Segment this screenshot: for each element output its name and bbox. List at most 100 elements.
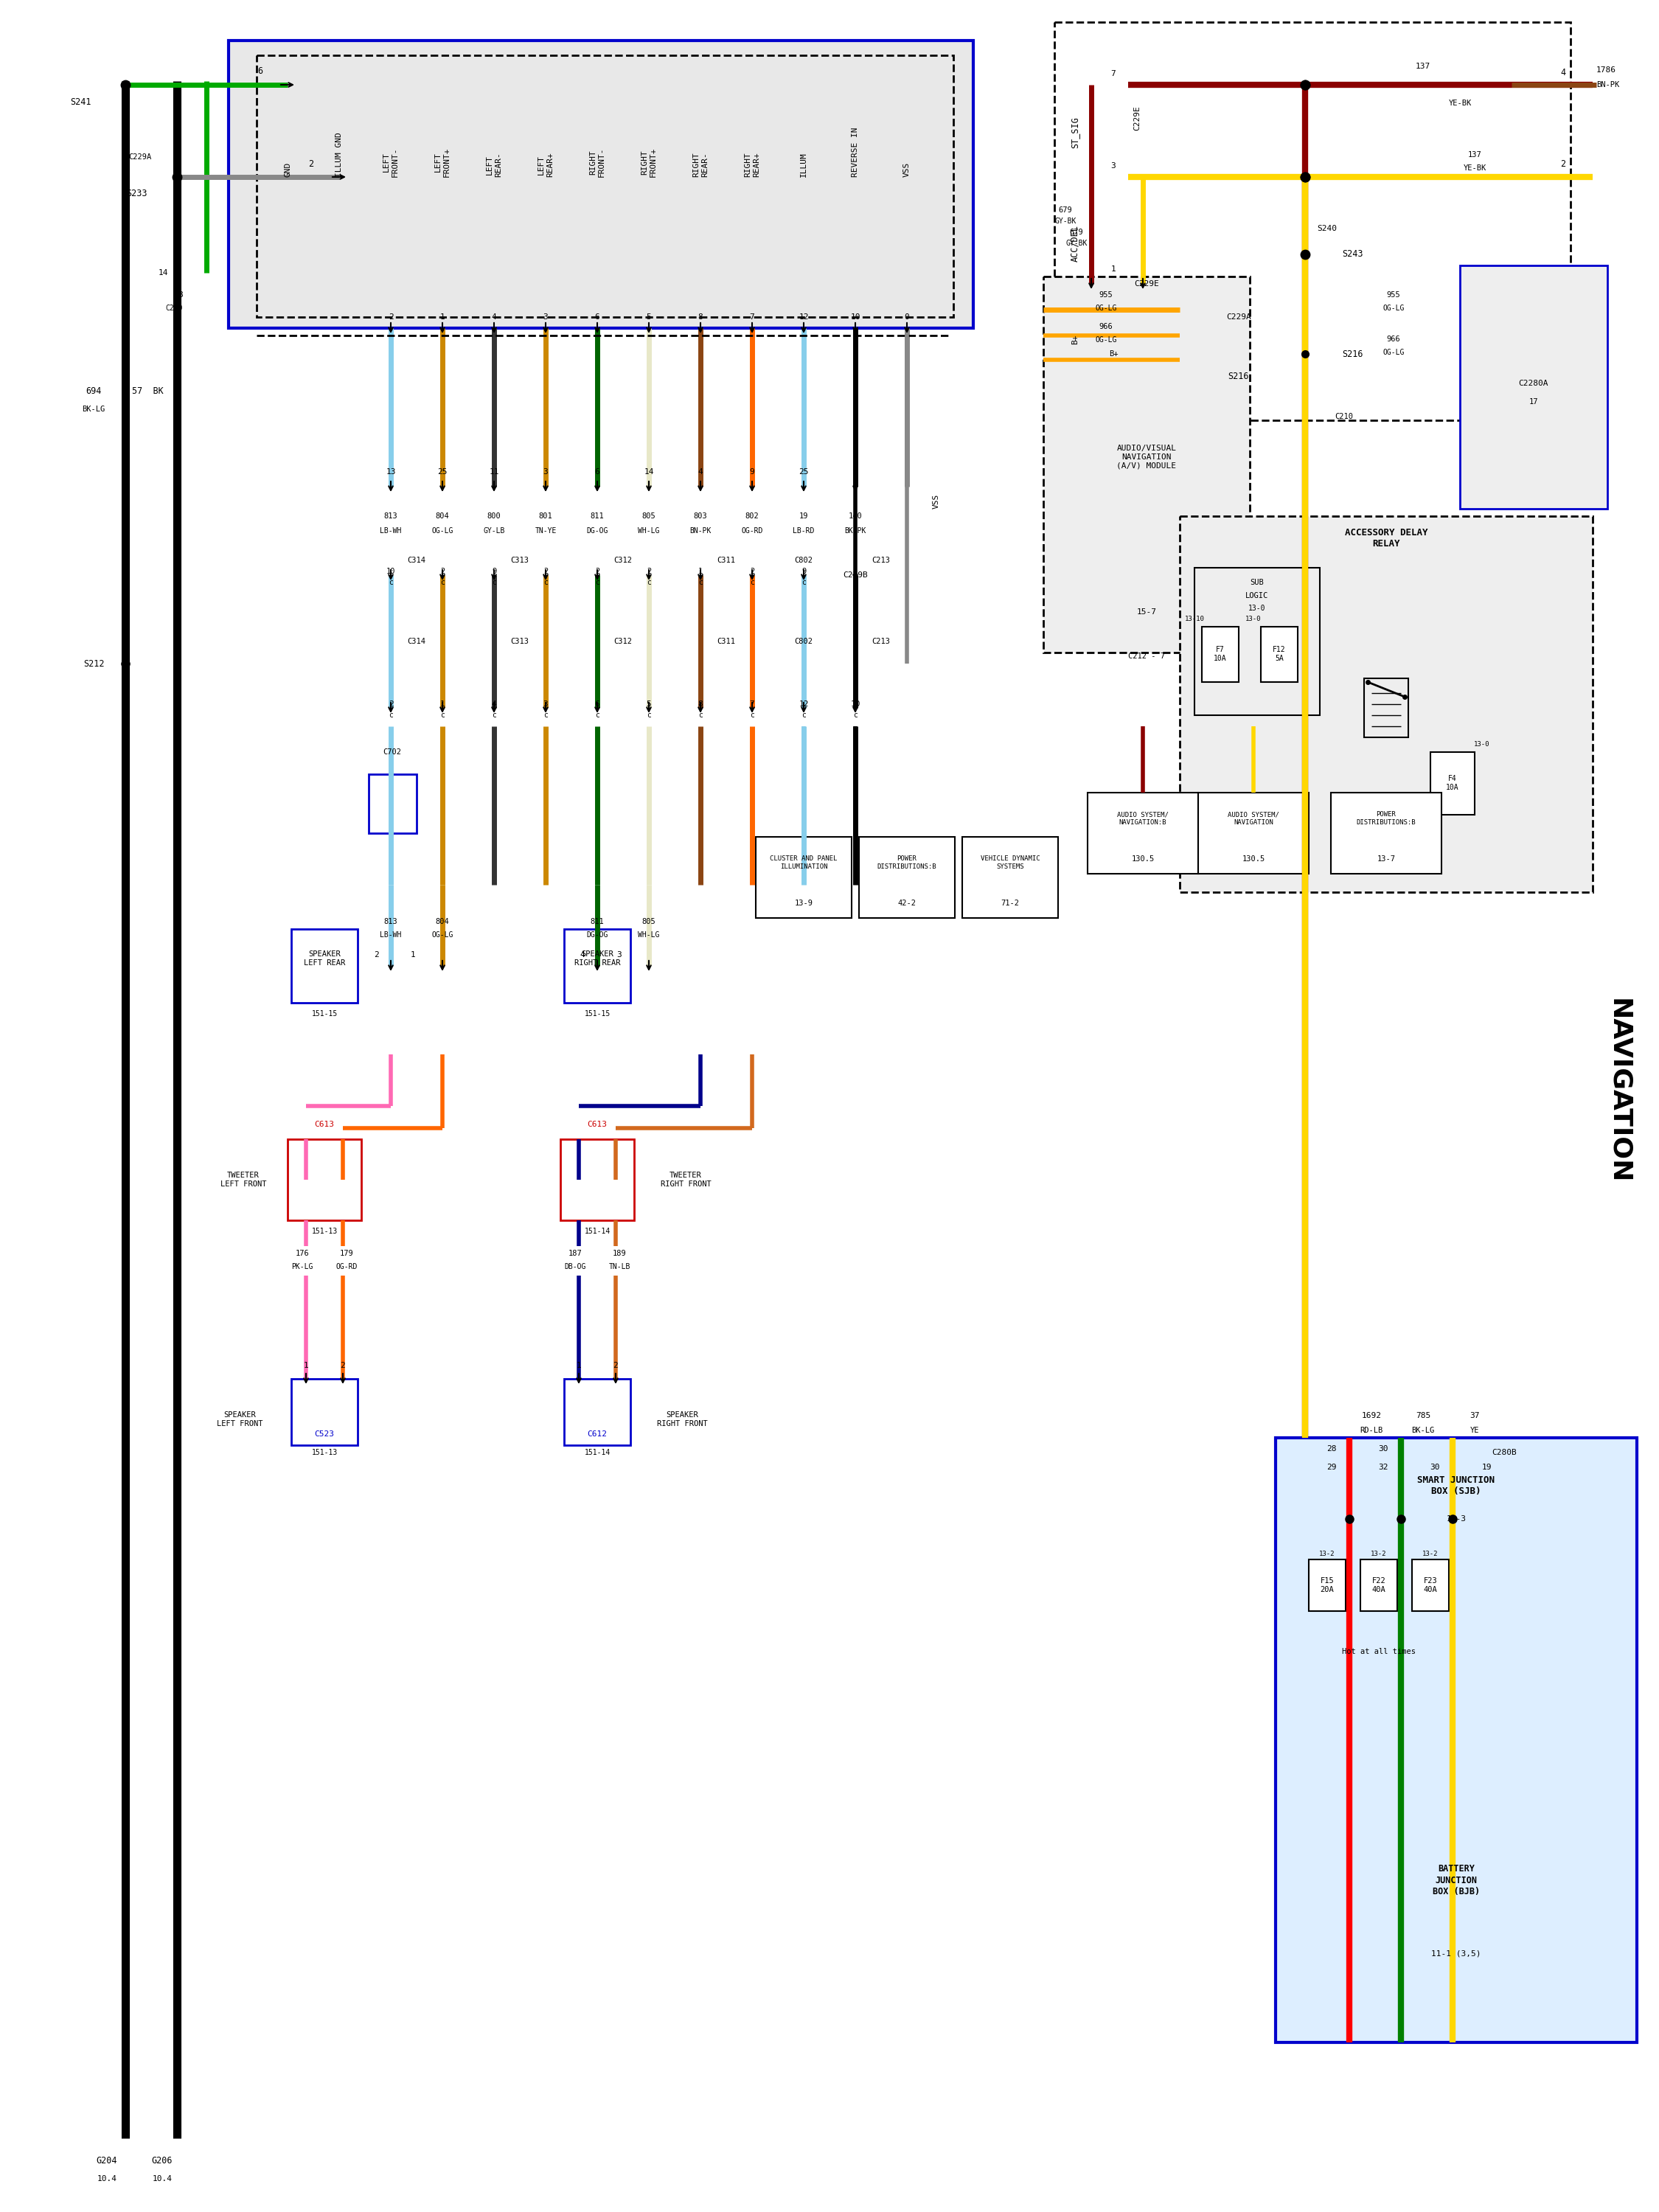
Text: 13-2: 13-2 (1319, 1551, 1335, 1557)
Text: 2: 2 (388, 701, 393, 708)
Text: 1786: 1786 (1596, 66, 1616, 73)
Text: 6: 6 (596, 469, 601, 476)
Text: RIGHT
FRONT+: RIGHT FRONT+ (640, 146, 657, 177)
Text: 151-14: 151-14 (584, 1228, 611, 1234)
Text: 12: 12 (798, 701, 808, 708)
Text: F22
40A: F22 40A (1372, 1577, 1385, 1593)
Text: 28: 28 (1327, 1444, 1337, 1453)
Text: 2: 2 (544, 568, 547, 575)
Text: F23
40A: F23 40A (1423, 1577, 1437, 1593)
Text: 966: 966 (1098, 323, 1113, 330)
Text: C229E: C229E (1135, 281, 1160, 288)
Text: c: c (801, 580, 806, 586)
Text: SPEAKER
RIGHT FRONT: SPEAKER RIGHT FRONT (657, 1411, 707, 1427)
Text: C802: C802 (795, 637, 813, 646)
Text: 9: 9 (491, 568, 496, 575)
Text: 6: 6 (257, 66, 262, 77)
Text: SPEAKER
RIGHT REAR: SPEAKER RIGHT REAR (574, 951, 620, 967)
Text: S241: S241 (71, 97, 91, 106)
Bar (757, 836, 851, 918)
Text: c: c (491, 712, 496, 719)
Bar (561, 1139, 634, 1221)
Text: SUB: SUB (1251, 580, 1264, 586)
Text: 9: 9 (801, 568, 806, 575)
Text: 176: 176 (295, 1250, 309, 1256)
Text: 10: 10 (851, 701, 861, 708)
Bar (1276, 1438, 1637, 2042)
Text: DG-OG: DG-OG (586, 526, 609, 535)
Text: 3: 3 (542, 701, 547, 708)
Text: c: c (544, 712, 547, 719)
Text: 679: 679 (1058, 206, 1072, 215)
Text: 3: 3 (542, 314, 547, 321)
Text: S243: S243 (1342, 250, 1364, 259)
Text: G206: G206 (151, 2154, 173, 2166)
Text: AUDIO SYSTEM/
NAVIGATION:B: AUDIO SYSTEM/ NAVIGATION:B (1117, 812, 1168, 825)
Text: 151-13: 151-13 (312, 1228, 337, 1234)
Text: 813: 813 (383, 513, 398, 520)
Text: LEFT
FRONT-: LEFT FRONT- (383, 146, 398, 177)
Text: SMART JUNCTION
BOX (SJB): SMART JUNCTION BOX (SJB) (1417, 1475, 1495, 1495)
Text: RD-LB: RD-LB (1360, 1427, 1384, 1433)
Text: 2: 2 (373, 951, 378, 958)
Text: ILLUM GND: ILLUM GND (335, 133, 343, 177)
Text: 2: 2 (647, 568, 650, 575)
Text: LB-WH: LB-WH (380, 526, 401, 535)
Text: 2: 2 (750, 568, 755, 575)
Text: 801: 801 (539, 513, 552, 520)
Bar (1360, 1559, 1397, 1610)
Text: RIGHT
FRONT-: RIGHT FRONT- (589, 146, 606, 177)
Bar (564, 1378, 630, 1444)
Text: 5: 5 (647, 314, 652, 321)
Text: OG-LG: OG-LG (431, 931, 453, 938)
Text: 3: 3 (542, 469, 547, 476)
Bar (1088, 792, 1198, 874)
Text: 804: 804 (435, 918, 450, 925)
Text: OG-RD: OG-RD (335, 1263, 357, 1270)
Text: c: c (491, 580, 496, 586)
Text: GY-LB: GY-LB (483, 526, 504, 535)
Bar (292, 1378, 358, 1444)
Text: c: c (853, 712, 858, 719)
Text: 1: 1 (410, 951, 415, 958)
Text: TN-YE: TN-YE (534, 526, 556, 535)
Text: 800: 800 (488, 513, 501, 520)
Text: 37: 37 (1470, 1411, 1480, 1420)
Text: 955: 955 (1098, 292, 1113, 299)
Text: 10: 10 (387, 568, 395, 575)
Bar (1055, 22, 1571, 420)
Text: C314: C314 (408, 637, 426, 646)
Text: 6: 6 (596, 314, 601, 321)
Bar (368, 774, 416, 834)
Text: C523: C523 (315, 1431, 335, 1438)
Text: 9: 9 (853, 469, 858, 476)
Text: 1: 1 (576, 1363, 581, 1369)
Text: LEFT
FRONT+: LEFT FRONT+ (435, 146, 450, 177)
Text: 8: 8 (698, 314, 703, 321)
Text: B+: B+ (1108, 349, 1118, 358)
Text: 2: 2 (388, 314, 393, 321)
Text: 802: 802 (745, 513, 760, 520)
Text: OG-LG: OG-LG (1382, 305, 1405, 312)
Text: 25: 25 (798, 469, 808, 476)
Text: 3: 3 (1112, 161, 1117, 170)
Text: OG-LG: OG-LG (431, 526, 453, 535)
Text: CLUSTER AND PANEL
ILLUMINATION: CLUSTER AND PANEL ILLUMINATION (770, 856, 838, 869)
Bar (1194, 568, 1321, 714)
Text: 187: 187 (567, 1250, 582, 1256)
Text: 3: 3 (617, 951, 622, 958)
Text: c: c (698, 712, 703, 719)
Bar (292, 929, 358, 1002)
Text: F12
5A: F12 5A (1272, 646, 1286, 661)
Text: 13-0: 13-0 (1249, 604, 1266, 613)
Bar (229, 40, 974, 327)
Text: WH-LG: WH-LG (639, 526, 660, 535)
Text: DG-OG: DG-OG (586, 931, 609, 938)
Text: C312: C312 (614, 637, 632, 646)
Text: OG-LG: OG-LG (1382, 349, 1405, 356)
Text: 11-3: 11-3 (1447, 1515, 1467, 1522)
Text: 7: 7 (1112, 71, 1117, 77)
Text: POWER
DISTRIBUTIONS:B: POWER DISTRIBUTIONS:B (878, 856, 937, 869)
Text: C229B: C229B (843, 571, 868, 580)
Text: C702: C702 (383, 748, 401, 757)
